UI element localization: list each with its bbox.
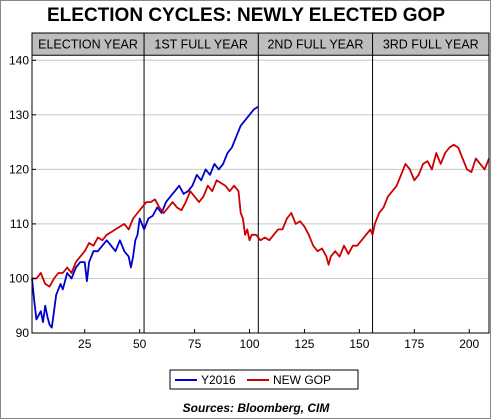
period-label: 1ST FULL YEAR xyxy=(154,38,248,52)
x-tick-label: 100 xyxy=(239,337,259,351)
y-tick-label: 140 xyxy=(9,53,29,67)
period-bands: ELECTION YEAR 1ST FULL YEAR 2ND FULL YEAR 3… xyxy=(32,33,489,56)
x-tick-label: 200 xyxy=(459,337,479,351)
grid-lines xyxy=(32,59,489,279)
series-line-y2016 xyxy=(31,105,259,329)
legend: Y2016 NEW GOP xyxy=(169,369,359,390)
period-label: 3RD FULL YEAR xyxy=(383,38,479,52)
source-note: Sources: Bloomberg, CIM xyxy=(183,401,331,415)
series-lines xyxy=(31,105,490,329)
period-label: 2ND FULL YEAR xyxy=(267,38,363,52)
y-axis: 90 100 110 120 130 140 xyxy=(9,53,36,340)
legend-label-new-gop: NEW GOP xyxy=(273,373,331,387)
period-band xyxy=(372,33,489,56)
x-tick-label: 75 xyxy=(188,337,202,351)
x-tick-label: 25 xyxy=(78,337,92,351)
x-tick-label: 175 xyxy=(404,337,424,351)
series-line-new-gop xyxy=(32,143,490,288)
period-label: ELECTION YEAR xyxy=(38,38,138,52)
y-tick-label: 90 xyxy=(16,326,30,340)
y-tick-label: 100 xyxy=(9,271,29,285)
period-dividers xyxy=(143,33,374,333)
y-tick-label: 120 xyxy=(9,162,29,176)
y-tick-label: 130 xyxy=(9,108,29,122)
x-axis: 25 50 75 100 125 150 175 200 xyxy=(78,329,480,351)
period-band xyxy=(144,33,259,56)
x-tick-label: 150 xyxy=(349,337,369,351)
legend-label-y2016: Y2016 xyxy=(201,373,236,387)
period-band xyxy=(258,33,373,56)
period-band xyxy=(32,33,145,56)
y-tick-label: 110 xyxy=(10,217,29,231)
chart-title: ELECTION CYCLES: NEWLY ELECTED GOP xyxy=(47,5,445,26)
x-tick-label: 125 xyxy=(294,337,314,351)
x-tick-label: 50 xyxy=(133,337,147,351)
plot-border xyxy=(31,32,490,334)
